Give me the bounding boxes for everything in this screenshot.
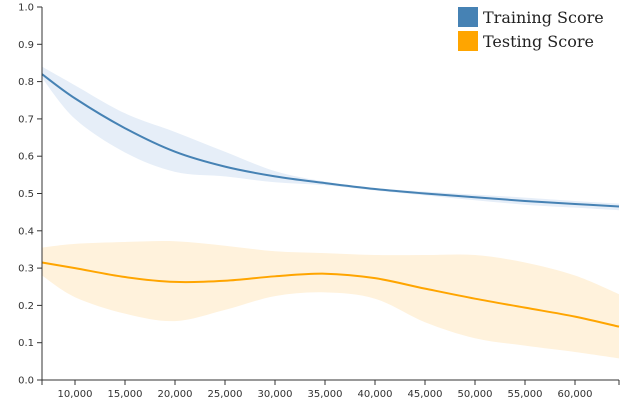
x-tick-label: 10,000 [58,389,93,400]
legend: Training Score Testing Score [458,7,604,51]
x-tick-label: 45,000 [408,389,443,400]
y-tick-label: 0.2 [18,301,34,312]
y-tick-label: 0.8 [18,77,34,88]
x-tick-label: 40,000 [358,389,393,400]
x-axis: 10,000 15,000 20,000 25,000 30,000 35,000 40,0… [41,379,620,400]
y-tick-label: 0.3 [18,264,34,275]
y-tick-label: 0.0 [18,376,34,387]
y-tick-label: 0.6 [18,152,34,163]
legend-swatch-training-score [458,7,478,27]
legend-label-testing-score: Testing Score [483,32,594,51]
x-tick-label: 25,000 [208,389,243,400]
testing-score-line [41,261,620,328]
legend-swatch-testing-score [458,31,478,51]
legend-label-training-score: Training Score [483,8,604,27]
y-tick-label: 1.0 [18,3,34,14]
x-tick-label: 55,000 [508,389,543,400]
axes: 0.0 0.1 0.2 0.3 0.4 0.5 0.6 0.7 0.8 0.9 1.0 10,000… [18,3,620,400]
x-tick-label: 30,000 [258,389,293,400]
x-tick-label: 35,000 [308,389,343,400]
testing-score-confidence-band [42,241,619,359]
x-tick-label: 15,000 [108,389,143,400]
score-lines [41,73,620,328]
training-score-line [41,73,620,208]
y-axis: 0.0 0.1 0.2 0.3 0.4 0.5 0.6 0.7 0.8 0.9 1.0 [18,3,43,387]
y-tick-label: 0.1 [18,338,34,349]
confidence-bands [42,66,619,359]
y-tick-label: 0.5 [18,189,34,200]
y-tick-label: 0.7 [18,114,34,125]
x-tick-label: 50,000 [458,389,493,400]
y-tick-label: 0.9 [18,40,34,51]
y-tick-label: 0.4 [18,226,34,237]
training-score-confidence-band [42,66,619,211]
x-tick-label: 60,000 [558,389,593,400]
x-tick-label: 20,000 [158,389,193,400]
